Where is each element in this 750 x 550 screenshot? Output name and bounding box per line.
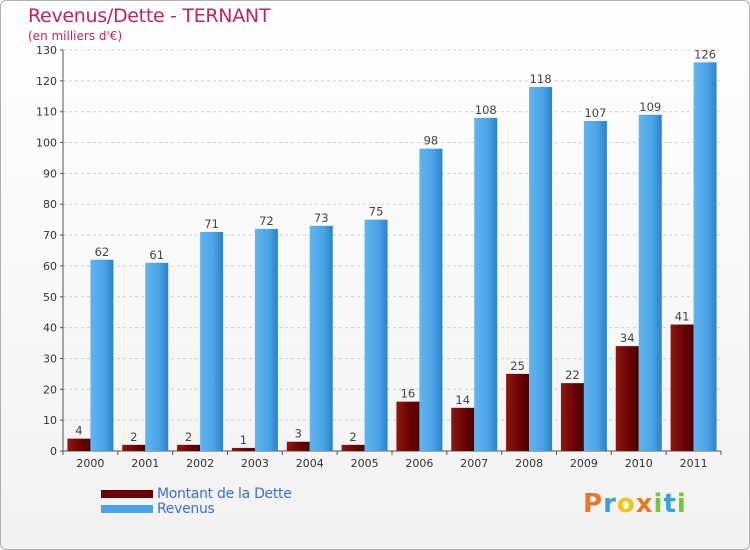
bar-debt <box>506 373 530 451</box>
x-tick-label: 2002 <box>186 457 214 470</box>
bar-debt <box>341 444 365 451</box>
y-tick-label: 30 <box>43 352 57 365</box>
bar-debt <box>67 438 91 451</box>
data-label-debt: 41 <box>675 310 690 324</box>
bar-revenus <box>145 262 169 451</box>
data-labels: 4 62 2 61 2 71 1 72 3 73 2 75 16 98 14 108 25 118 22 107 34 1… <box>75 47 716 447</box>
data-label-debt: 2 <box>185 430 192 444</box>
data-label-revenus: 126 <box>694 47 716 61</box>
data-label-revenus: 98 <box>424 134 439 148</box>
data-label-revenus: 73 <box>314 211 329 225</box>
chart-title: Revenus/Dette - TERNANT <box>28 5 271 27</box>
x-tick-label: 2009 <box>570 457 598 470</box>
y-tick-label: 110 <box>36 106 57 119</box>
x-tick-label: 2010 <box>625 457 653 470</box>
x-tick-label: 2007 <box>460 457 488 470</box>
legend-item-debt: Montant de la Dette <box>101 485 292 502</box>
data-label-debt: 34 <box>620 331 635 345</box>
data-label-debt: 14 <box>455 393 470 407</box>
x-tick-label: 2001 <box>131 457 159 470</box>
legend-swatch-debt <box>101 489 153 498</box>
chart-subtitle: (en milliers d'€) <box>28 29 123 43</box>
data-label-debt: 25 <box>510 359 525 373</box>
y-tick-label: 80 <box>43 198 57 211</box>
data-label-debt: 1 <box>240 433 247 447</box>
bar-debt <box>122 444 146 451</box>
y-tick-label: 50 <box>43 291 57 304</box>
bar-revenus <box>200 231 224 451</box>
logo-letter: i <box>676 489 687 519</box>
data-label-debt: 22 <box>565 368 580 382</box>
proxiti-logo: Proxiti <box>583 489 687 519</box>
logo-letter: x <box>635 489 654 519</box>
bar-debt <box>231 447 255 451</box>
data-label-revenus: 71 <box>204 217 219 231</box>
x-tick-label: 2000 <box>76 457 104 470</box>
grid-lines <box>63 49 721 421</box>
data-label-revenus: 107 <box>584 106 606 120</box>
bar-debt <box>396 401 420 451</box>
data-label-debt: 2 <box>130 430 137 444</box>
data-label-revenus: 109 <box>639 100 661 114</box>
y-tick-label: 0 <box>50 445 57 458</box>
bar-revenus <box>583 120 607 451</box>
x-tick-label: 2008 <box>515 457 543 470</box>
x-tick-label: 2004 <box>296 457 324 470</box>
data-label-revenus: 72 <box>259 214 274 228</box>
bar-debt <box>177 444 201 451</box>
logo-letter: i <box>653 489 664 519</box>
bar-debt <box>451 407 475 451</box>
y-tick-label: 40 <box>43 322 57 335</box>
x-tick-label: 2003 <box>241 457 269 470</box>
legend: Montant de la Dette Revenus <box>101 485 292 517</box>
data-label-debt: 4 <box>75 424 82 438</box>
bar-revenus <box>364 219 388 451</box>
y-tick-label: 100 <box>36 137 57 150</box>
data-label-revenus: 62 <box>95 245 110 259</box>
axes: 0 10 20 30 40 50 60 70 80 90 100 110 120 130 2000 2001 2… <box>36 44 722 470</box>
legend-label-debt: Montant de la Dette <box>157 485 292 502</box>
y-tick-label: 10 <box>43 414 57 427</box>
bar-debt <box>286 441 310 451</box>
bar-debt <box>560 383 584 451</box>
x-tick-label: 2006 <box>405 457 433 470</box>
bar-debt <box>615 346 639 451</box>
y-tick-label: 60 <box>43 260 57 273</box>
bar-debt <box>670 324 694 451</box>
bar-revenus <box>529 87 553 451</box>
y-tick-label: 130 <box>36 44 57 57</box>
bar-revenus <box>90 259 114 451</box>
y-tick-label: 120 <box>36 75 57 88</box>
data-label-debt: 3 <box>295 427 302 441</box>
bar-revenus <box>474 117 498 451</box>
data-label-debt: 2 <box>349 430 356 444</box>
bar-revenus <box>693 62 717 451</box>
bar-revenus <box>309 225 333 451</box>
logo-letter: t <box>663 489 677 519</box>
legend-label-revenus: Revenus <box>157 500 215 517</box>
y-tick-label: 70 <box>43 229 57 242</box>
bars <box>67 62 717 452</box>
logo-letter: P <box>583 489 604 519</box>
x-tick-label: 2011 <box>680 457 708 470</box>
bar-revenus <box>638 114 662 452</box>
bar-revenus <box>419 148 443 451</box>
data-label-revenus: 75 <box>369 205 384 219</box>
data-label-revenus: 118 <box>530 72 552 86</box>
x-tick-label: 2005 <box>351 457 379 470</box>
legend-swatch-revenus <box>101 504 153 513</box>
logo-letter: o <box>616 489 636 519</box>
logo-letter: r <box>603 489 617 519</box>
y-tick-label: 90 <box>43 167 57 180</box>
data-label-revenus: 108 <box>475 103 497 117</box>
y-tick-label: 20 <box>43 383 57 396</box>
bar-revenus <box>254 228 278 451</box>
data-label-revenus: 61 <box>149 248 164 262</box>
data-label-debt: 16 <box>401 387 416 401</box>
legend-item-revenus: Revenus <box>101 500 292 517</box>
